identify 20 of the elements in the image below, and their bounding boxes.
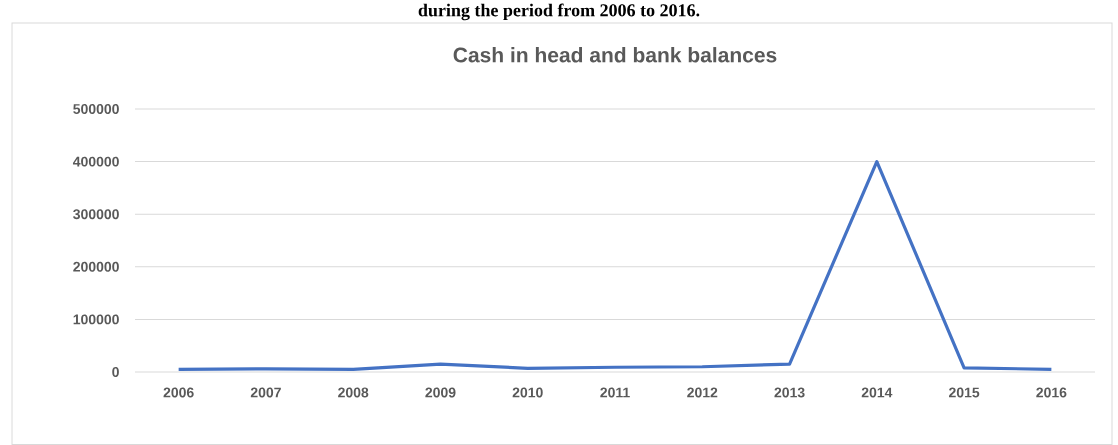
- x-tick-label: 2010: [512, 387, 543, 398]
- line-series: [177, 160, 1053, 371]
- x-tick-label: 2011: [600, 387, 630, 398]
- y-tick-label: 300000: [73, 209, 119, 220]
- y-tick-label: 100000: [73, 314, 119, 325]
- y-tick-label: 500000: [73, 104, 119, 114]
- x-tick-label: 2013: [774, 387, 805, 398]
- y-tick-label: 400000: [72, 156, 119, 167]
- x-tick-label: 2012: [687, 387, 718, 398]
- x-tick-label: 2016: [1036, 387, 1067, 398]
- x-tick-label: 2006: [163, 387, 194, 398]
- x-tick-label: 2015: [949, 387, 980, 398]
- y-tick-label: 200000: [73, 261, 119, 272]
- x-tick-label: 2007: [250, 387, 281, 398]
- x-tick-label: 2009: [425, 387, 456, 398]
- y-tick-label: 0: [112, 367, 119, 377]
- x-tick-label: 2014: [861, 387, 893, 398]
- chart-title: Cash in head and bank balances: [453, 47, 777, 63]
- text: during the period from 2006 to 2016.: [418, 3, 700, 21]
- x-tick-label: 2008: [338, 387, 369, 398]
